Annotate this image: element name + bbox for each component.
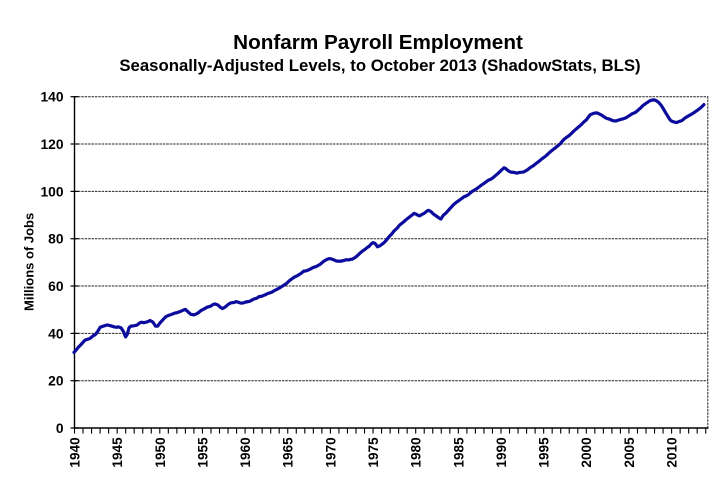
svg-text:20: 20: [48, 374, 64, 389]
svg-text:2000: 2000: [579, 437, 594, 467]
svg-text:140: 140: [40, 90, 63, 105]
svg-text:1955: 1955: [195, 437, 210, 468]
svg-text:1945: 1945: [110, 437, 125, 468]
svg-text:1940: 1940: [68, 437, 83, 467]
svg-text:100: 100: [40, 184, 63, 199]
svg-text:1965: 1965: [281, 437, 296, 468]
svg-text:Millions of Jobs: Millions of Jobs: [22, 213, 37, 311]
svg-text:60: 60: [48, 279, 64, 294]
svg-text:1970: 1970: [323, 437, 338, 467]
svg-text:80: 80: [48, 232, 64, 247]
svg-text:2010: 2010: [665, 437, 680, 467]
svg-text:0: 0: [56, 421, 64, 436]
svg-text:120: 120: [40, 137, 63, 152]
svg-text:Seasonally-Adjusted Levels, to: Seasonally-Adjusted Levels, to October 2…: [119, 56, 640, 75]
svg-text:1985: 1985: [451, 437, 466, 468]
svg-text:1950: 1950: [153, 437, 168, 467]
svg-text:2005: 2005: [622, 437, 637, 468]
svg-text:40: 40: [48, 326, 64, 341]
svg-text:1990: 1990: [494, 437, 509, 467]
svg-text:1960: 1960: [238, 437, 253, 467]
svg-text:1995: 1995: [537, 437, 552, 468]
svg-text:Nonfarm Payroll Employment: Nonfarm Payroll Employment: [233, 31, 523, 54]
svg-text:1975: 1975: [366, 437, 381, 468]
svg-text:1980: 1980: [409, 437, 424, 467]
